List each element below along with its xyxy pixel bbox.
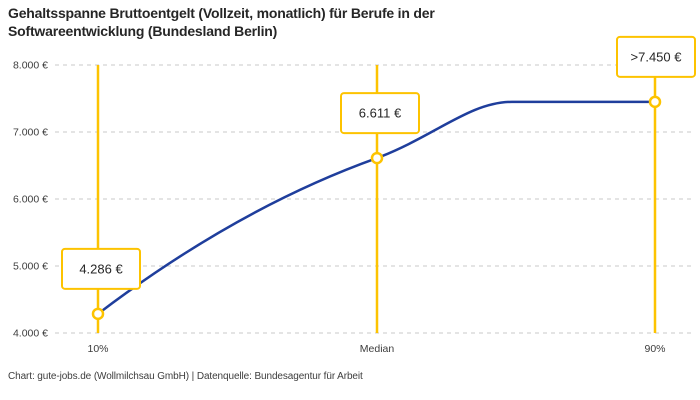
- chart-footer-credit: Chart: gute-jobs.de (Wollmilchsau GmbH) …: [8, 371, 363, 382]
- x-axis-tick-label: Median: [360, 343, 395, 355]
- y-axis-tick-label: 6.000 €: [13, 194, 48, 206]
- y-axis-tick-label: 5.000 €: [13, 261, 48, 273]
- x-axis-tick-label: 90%: [644, 343, 665, 355]
- salary-curve: [96, 100, 657, 316]
- chart-title-line2: Softwareentwicklung (Bundesland Berlin): [8, 23, 278, 39]
- y-grid: [55, 64, 692, 334]
- value-label-text: 6.611 €: [359, 106, 402, 121]
- x-axis-labels: 10% Median 90%: [87, 343, 665, 355]
- y-axis-tick-label: 7.000 €: [13, 127, 48, 139]
- y-axis-labels: 8.000 € 7.000 € 6.000 € 5.000 € 4.000 €: [13, 60, 48, 340]
- value-label-text: >7.450 €: [631, 49, 683, 64]
- data-point-label-boxes: 4.286 € 6.611 € >7.450 €: [61, 35, 696, 290]
- x-axis-tick-label: 10%: [87, 343, 108, 355]
- data-point-markers: [91, 95, 662, 321]
- data-point-10pct: [91, 307, 105, 321]
- value-label-10pct: 4.286 €: [61, 247, 141, 290]
- y-axis-tick-label: 8.000 €: [13, 60, 48, 72]
- data-point-90pct: [648, 95, 662, 109]
- data-point-median: [370, 151, 384, 165]
- value-label-box: [340, 92, 420, 135]
- value-label-90pct: >7.450 €: [616, 35, 696, 78]
- value-label-median: 6.611 €: [340, 92, 420, 135]
- chart-title: Gehaltsspanne Bruttoentgelt (Vollzeit, m…: [8, 4, 608, 40]
- value-label-box: [616, 35, 696, 78]
- value-label-text: 4.286 €: [79, 261, 123, 276]
- y-axis-tick-label: 4.000 €: [13, 328, 48, 340]
- value-label-box: [61, 247, 141, 290]
- chart-title-line1: Gehaltsspanne Bruttoentgelt (Vollzeit, m…: [8, 5, 435, 21]
